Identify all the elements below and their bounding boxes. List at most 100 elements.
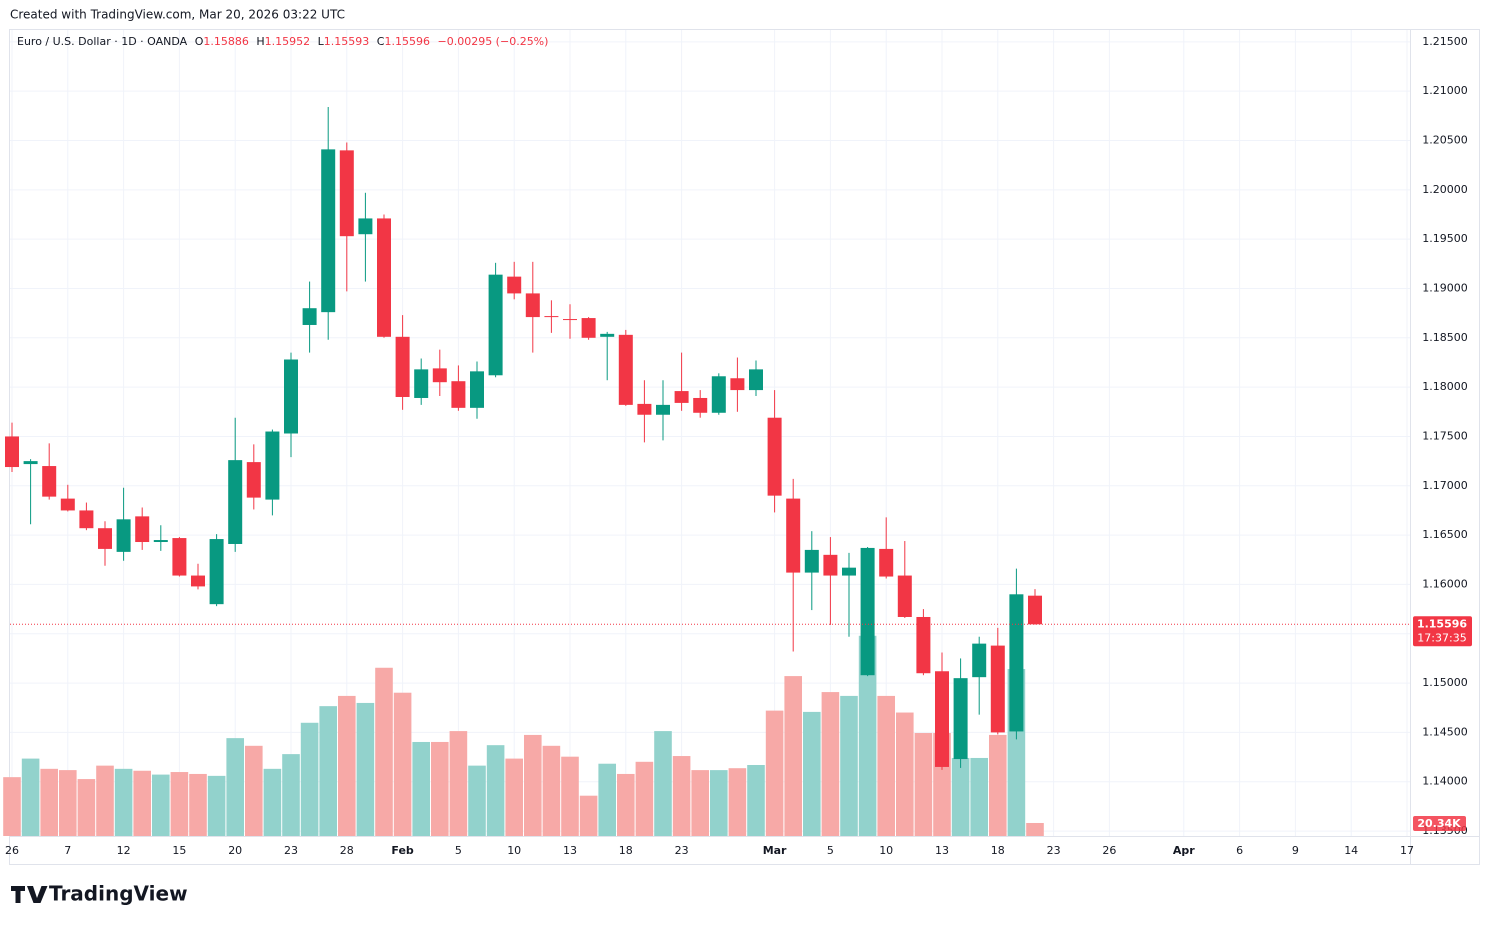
volume-bar	[635, 761, 654, 836]
volume-bar	[1026, 822, 1044, 836]
y-tick-label: 1.17500	[1422, 429, 1468, 442]
x-tick-label: 6	[1236, 844, 1243, 857]
x-tick-label: 18	[991, 844, 1005, 857]
created-note: Created with TradingView.com, Mar 20, 20…	[10, 8, 345, 22]
x-tick-label: 14	[1344, 844, 1358, 857]
candle-body	[23, 461, 38, 465]
y-tick-label: 1.21000	[1422, 84, 1468, 97]
volume-bar	[96, 765, 114, 836]
candle-body	[693, 397, 708, 413]
x-tick-label: 5	[455, 844, 462, 857]
candle-body	[135, 516, 150, 543]
y-tick-label: 1.18000	[1422, 380, 1468, 393]
volume-bar	[449, 731, 468, 836]
candle-body	[618, 334, 633, 405]
volume-bar	[542, 745, 561, 836]
x-tick-label: 17	[1400, 844, 1414, 857]
volume-bar	[765, 710, 784, 836]
candle-body	[116, 519, 131, 552]
candle-body	[804, 549, 819, 573]
candle-body	[507, 276, 522, 294]
x-tick-label: 18	[619, 844, 633, 857]
volume-bar	[617, 773, 635, 836]
volume-label: 20.34K	[1417, 817, 1461, 830]
candle-body	[897, 575, 912, 617]
volume-label-box	[1413, 816, 1466, 831]
volume-bar	[896, 712, 914, 836]
candle-body	[600, 333, 615, 337]
volume-bar	[654, 731, 672, 836]
x-tick-label: 13	[935, 844, 949, 857]
candle-body	[395, 336, 410, 397]
volume-bar	[561, 756, 579, 836]
y-tick-label: 1.21500	[1422, 35, 1468, 48]
candle-body	[563, 319, 577, 321]
candle-body	[544, 316, 559, 318]
candle-body	[823, 554, 838, 576]
volume-bar	[300, 722, 319, 836]
x-tick-label: Apr	[1173, 844, 1195, 857]
candle-body	[246, 462, 261, 498]
x-tick-label: 26	[1102, 844, 1116, 857]
volume-bar	[691, 770, 709, 836]
volume-bar	[207, 775, 226, 836]
volume-bar	[710, 770, 728, 836]
x-tick-label: 23	[1047, 844, 1061, 857]
volume-bar	[282, 754, 300, 836]
volume-bar	[747, 764, 765, 836]
y-tick-label: 1.19500	[1422, 232, 1468, 245]
y-tick-label: 1.18500	[1422, 331, 1468, 344]
volume-bar	[728, 768, 747, 836]
volume-bar	[338, 695, 356, 836]
volume-bar	[431, 741, 449, 836]
y-tick-label: 1.16000	[1422, 577, 1468, 590]
volume-bar	[356, 702, 375, 836]
volume-bar	[226, 738, 244, 836]
candle-body	[284, 359, 298, 434]
volume-bar	[375, 667, 393, 836]
candle-body	[60, 498, 75, 511]
y-tick-label: 1.15000	[1422, 676, 1468, 689]
volume-bar	[989, 734, 1007, 836]
x-tick-label: 28	[340, 844, 354, 857]
candle-body	[153, 540, 168, 543]
x-tick-label: Feb	[391, 844, 414, 857]
candle-body	[414, 369, 429, 398]
volume-bar	[784, 676, 802, 836]
candle-body	[451, 381, 466, 408]
candle-body	[749, 369, 763, 391]
volume-bar	[170, 772, 189, 836]
brand-logo: TradingView	[11, 882, 188, 906]
candle-body	[209, 539, 224, 605]
candle-body	[711, 376, 726, 413]
candle-body	[488, 274, 503, 376]
volume-bar	[524, 734, 542, 836]
x-tick-label: 12	[117, 844, 131, 857]
candle-body	[1028, 595, 1042, 625]
candle-body	[525, 293, 540, 318]
volume-bar	[319, 706, 337, 836]
volume-bar	[970, 757, 988, 836]
y-tick-label: 1.14500	[1422, 725, 1468, 738]
y-tick-label: 1.16500	[1422, 528, 1468, 541]
volume-bar	[468, 765, 486, 836]
volume-bar	[152, 774, 170, 836]
countdown: 17:37:35	[1417, 631, 1466, 644]
volume-bar	[858, 635, 877, 836]
volume-bar	[21, 758, 40, 836]
candle-body	[637, 403, 652, 415]
candle-body	[42, 466, 57, 497]
candle-body	[302, 308, 317, 325]
candle-body	[470, 371, 484, 408]
legend-letter: H	[256, 35, 264, 48]
x-tick-label: 20	[228, 844, 242, 857]
legend-letter: L	[318, 35, 325, 48]
volume-bar	[914, 733, 933, 836]
candle-body	[990, 645, 1005, 733]
volume-bar	[40, 768, 58, 836]
volume-bar	[598, 763, 616, 836]
candle-body	[98, 528, 112, 549]
volume-bar	[114, 768, 133, 836]
price-label-box	[1413, 616, 1472, 647]
y-tick-label: 1.17000	[1422, 479, 1468, 492]
